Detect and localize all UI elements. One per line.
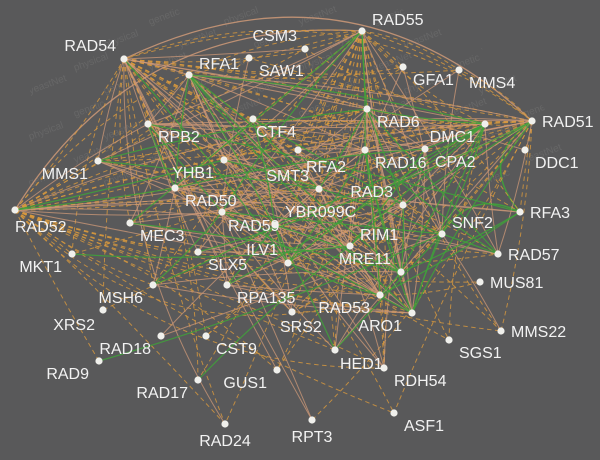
svg-text:YBR099C: YBR099C bbox=[285, 204, 356, 221]
svg-text:RAD3: RAD3 bbox=[350, 184, 393, 201]
svg-text:YHB1: YHB1 bbox=[172, 165, 214, 182]
svg-text:CSM3: CSM3 bbox=[253, 28, 298, 45]
svg-text:RAD24: RAD24 bbox=[199, 433, 251, 450]
svg-text:MKT1: MKT1 bbox=[19, 259, 62, 276]
svg-text:RPT3: RPT3 bbox=[292, 429, 333, 446]
svg-text:SAW1: SAW1 bbox=[259, 63, 304, 80]
svg-text:SRS2: SRS2 bbox=[280, 319, 322, 336]
svg-text:MEC3: MEC3 bbox=[140, 228, 185, 245]
svg-text:RIM1: RIM1 bbox=[360, 227, 398, 244]
svg-text:MRE11: MRE11 bbox=[339, 251, 391, 268]
svg-text:RFA3: RFA3 bbox=[530, 205, 570, 222]
svg-text:DMC1: DMC1 bbox=[430, 129, 475, 146]
svg-text:RPA135: RPA135 bbox=[237, 290, 296, 307]
svg-text:GUS1: GUS1 bbox=[223, 375, 267, 392]
svg-text:SMT3: SMT3 bbox=[266, 168, 309, 185]
svg-text:RAD9: RAD9 bbox=[46, 366, 89, 383]
svg-text:MMS22: MMS22 bbox=[511, 324, 566, 341]
svg-text:ILV1: ILV1 bbox=[246, 242, 278, 259]
svg-text:RAD18: RAD18 bbox=[99, 341, 151, 358]
svg-text:RAD53: RAD53 bbox=[318, 300, 370, 317]
svg-text:ARO1: ARO1 bbox=[358, 318, 402, 335]
svg-text:RAD50: RAD50 bbox=[185, 193, 237, 210]
svg-text:SNF2: SNF2 bbox=[452, 215, 493, 232]
svg-text:RFA2: RFA2 bbox=[306, 159, 346, 176]
svg-text:CPA2: CPA2 bbox=[435, 154, 476, 171]
svg-text:RAD6: RAD6 bbox=[377, 114, 420, 131]
svg-text:MSH6: MSH6 bbox=[99, 290, 144, 307]
svg-text:XRS2: XRS2 bbox=[53, 317, 95, 334]
svg-text:CST9: CST9 bbox=[216, 341, 257, 358]
svg-text:RFA1: RFA1 bbox=[199, 56, 239, 73]
svg-text:RAD52: RAD52 bbox=[15, 219, 67, 236]
svg-text:RAD57: RAD57 bbox=[508, 247, 560, 264]
svg-text:MMS1: MMS1 bbox=[42, 166, 88, 183]
svg-text:MUS81: MUS81 bbox=[490, 275, 543, 292]
svg-text:RAD59: RAD59 bbox=[228, 218, 280, 235]
svg-text:RAD51: RAD51 bbox=[542, 114, 594, 131]
svg-text:SGS1: SGS1 bbox=[459, 345, 502, 362]
svg-text:HED1: HED1 bbox=[340, 356, 383, 373]
svg-text:RAD54: RAD54 bbox=[64, 38, 116, 55]
svg-text:RAD16: RAD16 bbox=[375, 155, 427, 172]
svg-text:RPB2: RPB2 bbox=[158, 129, 200, 146]
svg-text:RAD17: RAD17 bbox=[136, 385, 188, 402]
svg-text:RAD55: RAD55 bbox=[372, 12, 424, 29]
svg-text:CTF4: CTF4 bbox=[256, 124, 296, 141]
svg-text:RDH54: RDH54 bbox=[394, 373, 447, 390]
svg-text:DDC1: DDC1 bbox=[535, 155, 579, 172]
svg-text:GFA1: GFA1 bbox=[413, 72, 454, 89]
svg-text:ASF1: ASF1 bbox=[404, 418, 444, 435]
svg-text:MMS4: MMS4 bbox=[469, 75, 515, 92]
svg-text:SLX5: SLX5 bbox=[208, 257, 247, 274]
